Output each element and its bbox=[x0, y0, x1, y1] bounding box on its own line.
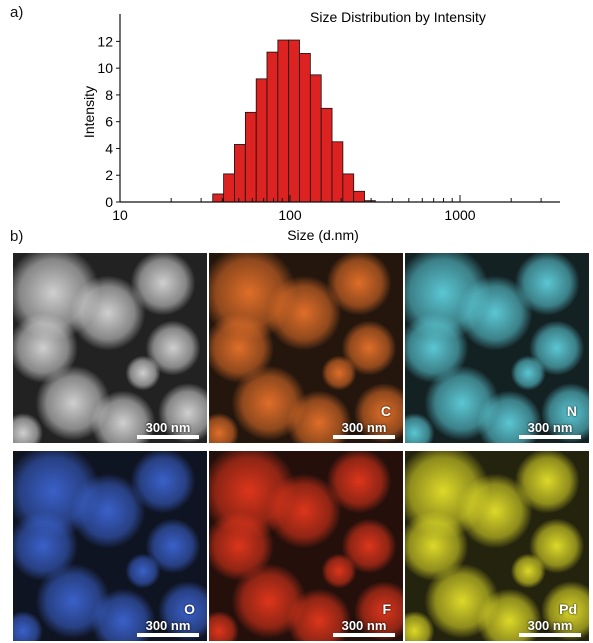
histogram-bar bbox=[244, 111, 257, 203]
map-tile-carbon: C 300 nm bbox=[209, 253, 403, 443]
x-tick-label: 1000 bbox=[444, 207, 475, 223]
scale-bar-label: 300 nm bbox=[527, 420, 573, 435]
panel-a-label: a) bbox=[10, 4, 24, 21]
y-tick-label: 10 bbox=[97, 60, 113, 76]
scale-bar-line bbox=[137, 633, 199, 637]
panel-b-label: b) bbox=[10, 228, 24, 245]
element-label-palladium: Pd bbox=[559, 601, 577, 617]
histogram-bar bbox=[266, 51, 279, 203]
map-image-haadf bbox=[13, 253, 207, 443]
histogram-bar bbox=[255, 78, 268, 203]
element-label-fluorine: F bbox=[382, 601, 391, 617]
map-image-carbon bbox=[209, 253, 403, 443]
scale-bar-label: 300 nm bbox=[145, 618, 191, 633]
scale-bar-line bbox=[519, 633, 581, 637]
scale-bar-line bbox=[137, 435, 199, 439]
scale-bar-nitrogen: 300 nm bbox=[519, 421, 581, 439]
y-tick-label: 6 bbox=[105, 114, 113, 130]
scale-bar-label: 300 nm bbox=[341, 618, 387, 633]
scale-bar-palladium: 300 nm bbox=[519, 619, 581, 637]
y-tick-label: 2 bbox=[105, 167, 113, 183]
scale-bar-line bbox=[333, 435, 395, 439]
y-tick-label: 4 bbox=[105, 140, 113, 156]
scale-bar-fluorine: 300 nm bbox=[333, 619, 395, 637]
x-axis-label: Size (d.nm) bbox=[287, 227, 359, 243]
map-tile-oxygen: O 300 nm bbox=[13, 451, 207, 641]
histogram-bar bbox=[288, 39, 300, 203]
map-tile-fluorine: F 300 nm bbox=[209, 451, 403, 641]
x-tick-label: 100 bbox=[278, 207, 302, 223]
scale-bar-label: 300 nm bbox=[527, 618, 573, 633]
y-tick-label: 8 bbox=[105, 87, 113, 103]
element-label-nitrogen: N bbox=[566, 403, 577, 419]
histogram-bar bbox=[277, 39, 290, 203]
map-image-nitrogen bbox=[405, 253, 589, 443]
x-tick-label: 10 bbox=[112, 207, 128, 223]
y-axis-label: Intensity bbox=[81, 86, 97, 138]
map-image-oxygen bbox=[13, 451, 207, 641]
scale-bar-label: 300 nm bbox=[145, 420, 191, 435]
histogram-bar bbox=[331, 141, 344, 203]
scale-bar-line bbox=[333, 633, 395, 637]
y-tick-label: 12 bbox=[97, 33, 113, 49]
histogram-bar bbox=[353, 190, 365, 203]
histogram-bar bbox=[223, 173, 235, 203]
map-tile-palladium: Pd 300 nm bbox=[405, 451, 589, 641]
map-tile-haadf: 300 nm bbox=[13, 253, 207, 443]
histogram-bar bbox=[234, 144, 246, 203]
y-tick-label: 0 bbox=[105, 194, 113, 210]
scale-bar-haadf: 300 nm bbox=[137, 421, 199, 439]
scale-bar-line bbox=[519, 435, 581, 439]
map-image-palladium bbox=[405, 451, 589, 641]
element-label-oxygen: O bbox=[184, 601, 195, 617]
map-image-fluorine bbox=[209, 451, 403, 641]
scale-bar-oxygen: 300 nm bbox=[137, 619, 199, 637]
histogram-bar bbox=[309, 74, 322, 203]
scale-bar-label: 300 nm bbox=[341, 420, 387, 435]
histogram-bar bbox=[299, 53, 311, 203]
histogram-bar bbox=[342, 173, 355, 203]
chart-title: Size Distribution by Intensity bbox=[310, 9, 486, 25]
scale-bar-carbon: 300 nm bbox=[333, 421, 395, 439]
size-distribution-chart: Size Distribution by Intensity Intensity… bbox=[81, 9, 560, 243]
map-tile-nitrogen: N 300 nm bbox=[405, 253, 589, 443]
histogram-bar bbox=[320, 107, 333, 203]
element-label-carbon: C bbox=[380, 403, 391, 419]
